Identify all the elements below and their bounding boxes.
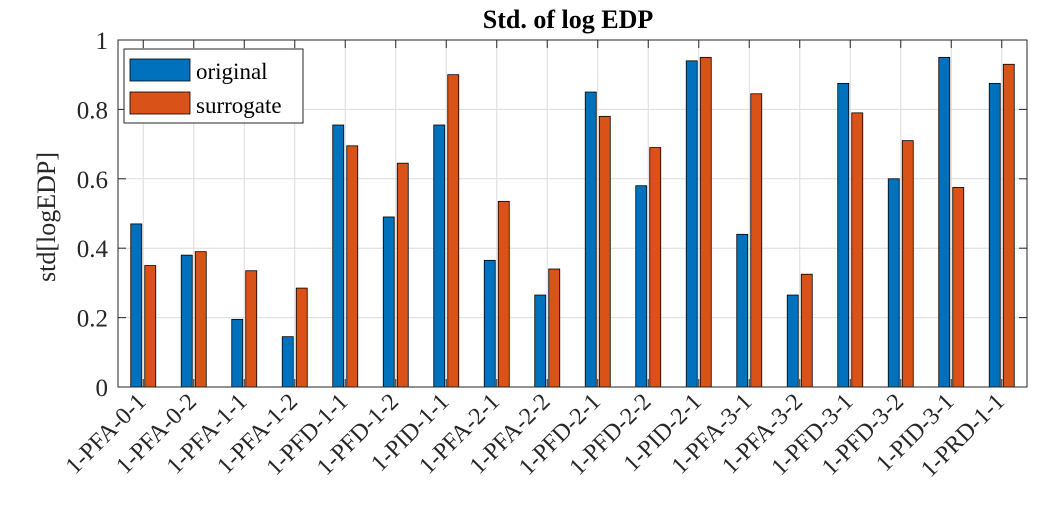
- bar-surrogate-1-PFA-3-2: [800, 273, 813, 388]
- legend-label-original: original: [196, 59, 268, 84]
- bar-original-1-PFD-2-1: [584, 91, 597, 388]
- bar-surrogate-1-PRD-1-1: [1002, 63, 1015, 388]
- bars: [130, 56, 1015, 388]
- bar-surrogate-1-PFA-1-2: [295, 287, 308, 388]
- bar-original-1-PRD-1-1: [988, 82, 1001, 388]
- bar-surrogate-1-PFD-1-2: [396, 162, 409, 388]
- bar-original-1-PFA-0-2: [180, 254, 193, 388]
- bar-surrogate-1-PID-3-1: [952, 187, 965, 388]
- bar-surrogate-1-PFA-0-1: [144, 265, 157, 388]
- bar-surrogate-1-PFD-2-1: [598, 115, 611, 388]
- chart-title: Std. of log EDP: [483, 5, 654, 34]
- bar-surrogate-1-PID-1-1: [447, 74, 460, 388]
- legend: original surrogate: [123, 48, 304, 124]
- bar-surrogate-1-PFA-2-2: [548, 268, 561, 388]
- y-tick-label: 0.6: [77, 167, 108, 194]
- legend-label-surrogate: surrogate: [196, 93, 282, 118]
- y-tick-label: 1: [96, 28, 109, 55]
- bar-original-1-PID-2-1: [685, 60, 698, 388]
- y-tick-label: 0: [96, 375, 109, 402]
- bar-original-1-PID-3-1: [938, 56, 951, 388]
- bar-original-1-PFA-0-1: [130, 223, 143, 388]
- bar-surrogate-1-PFA-0-2: [194, 251, 207, 388]
- bar-original-1-PFA-1-2: [281, 336, 294, 388]
- bar-original-1-PFA-1-1: [231, 318, 244, 388]
- bar-original-1-PID-1-1: [433, 124, 446, 388]
- y-tick-label: 0.2: [77, 306, 108, 333]
- plot-area-border: [117, 39, 1028, 388]
- bar-surrogate-1-PID-2-1: [699, 56, 712, 388]
- bar-surrogate-1-PFD-2-2: [649, 147, 662, 388]
- y-tick-label: 0.8: [77, 97, 108, 124]
- bar-original-1-PFA-2-1: [483, 259, 496, 388]
- bar-original-1-PFA-2-2: [534, 294, 547, 388]
- bar-surrogate-1-PFD-3-2: [901, 140, 914, 388]
- legend-swatch-surrogate: [129, 91, 191, 115]
- bar-surrogate-1-PFD-3-1: [851, 112, 864, 388]
- bar-surrogate-1-PFD-1-1: [346, 145, 359, 388]
- y-tick-label: 0.4: [77, 236, 109, 263]
- bar-surrogate-1-PFA-1-1: [245, 270, 258, 388]
- bar-original-1-PFD-3-1: [837, 82, 850, 388]
- bar-original-1-PFA-3-1: [736, 233, 749, 388]
- bar-original-1-PFD-3-2: [887, 178, 900, 388]
- y-axis-label: std[logEDP]: [32, 152, 61, 282]
- bar-surrogate-1-PFA-3-1: [750, 93, 763, 388]
- bar-surrogate-1-PFA-2-1: [497, 200, 510, 388]
- bar-original-1-PFD-1-1: [332, 124, 345, 388]
- legend-swatch-original: [129, 58, 191, 82]
- bar-original-1-PFA-3-2: [786, 294, 799, 388]
- bar-original-1-PFD-2-2: [635, 185, 648, 388]
- bar-original-1-PFD-1-2: [382, 216, 395, 388]
